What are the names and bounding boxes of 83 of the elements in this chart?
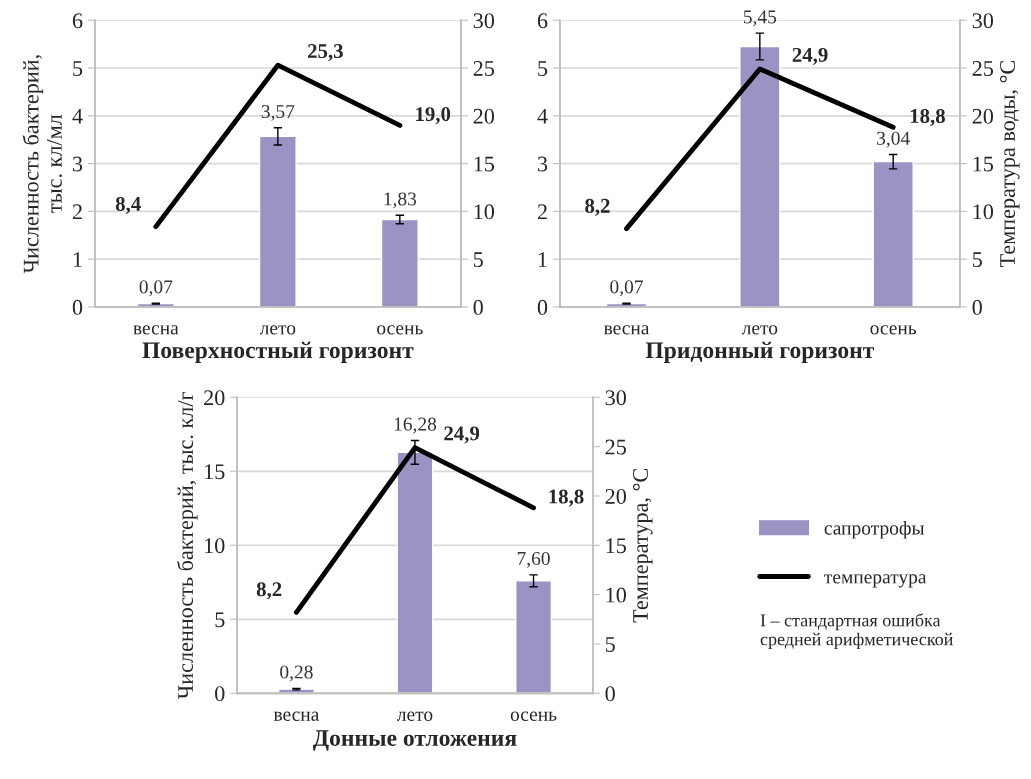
y2-tick-label: 15 xyxy=(606,538,626,554)
y-tick-label: 2 xyxy=(72,204,82,220)
y2-tick-label: 0 xyxy=(473,299,483,315)
y-tick-label: 3 xyxy=(73,156,83,172)
data-label: 3,57 xyxy=(261,105,295,121)
text: I – стандартная ошибка средней арифметической xyxy=(760,613,953,650)
y2-tick-label: 20 xyxy=(605,488,627,504)
bar xyxy=(872,160,914,307)
y-tick-label: 5 xyxy=(538,61,548,76)
data-label: 1,83 xyxy=(384,192,417,209)
y-tick-label: 0 xyxy=(537,299,548,315)
text: Донные отложения xyxy=(312,730,517,751)
y2-tick-label: 5 xyxy=(972,252,982,268)
bar xyxy=(258,135,297,307)
y-tick-label: 5 xyxy=(73,61,83,76)
y2-tick-label: 15 xyxy=(474,156,495,172)
y2-tick-label: 20 xyxy=(473,108,495,124)
data-label: 18,8 xyxy=(549,489,584,507)
text: Поверхностный горизонт xyxy=(142,341,414,364)
y2-tick-label: 10 xyxy=(474,204,495,220)
data-label: 8,2 xyxy=(585,198,610,216)
bar xyxy=(515,580,553,694)
y2-tick-label: 25 xyxy=(473,61,495,76)
data-label: 24,9 xyxy=(444,426,480,444)
data-label: 0,07 xyxy=(139,280,173,297)
y2-tick-label: 15 xyxy=(973,156,994,172)
legend-label: температура xyxy=(824,574,927,588)
y-tick-label: 0 xyxy=(215,686,225,702)
y2-tick-label: 0 xyxy=(605,686,615,702)
y2-tick-label: 20 xyxy=(972,108,994,124)
y2-tick-label: 5 xyxy=(473,252,483,268)
y-axis-title: Численность бактерий, тыс. кл/мл xyxy=(22,55,62,274)
x-tick-label: весна xyxy=(273,711,320,721)
x-tick-label: осень xyxy=(510,711,557,721)
y-axis-title: Численность бактерий, тыс. кл/г xyxy=(176,391,198,700)
bar xyxy=(380,218,419,307)
data-label: 0,28 xyxy=(280,665,313,682)
data-label: 24,9 xyxy=(792,47,828,65)
x-tick-label: лето xyxy=(397,711,433,721)
y-tick-label: 4 xyxy=(72,108,83,124)
data-label: 0,07 xyxy=(610,280,643,297)
y-tick-label: 5 xyxy=(215,612,225,628)
y-tick-label: 10 xyxy=(205,538,225,554)
y-tick-label: 1 xyxy=(538,252,547,267)
data-label: 25,3 xyxy=(308,44,343,62)
bar xyxy=(739,45,781,307)
text: Придонный горизонт xyxy=(645,341,875,364)
data-label: 8,4 xyxy=(115,196,141,214)
y2-tick-label: 30 xyxy=(473,13,495,29)
x-tick-label: весна xyxy=(603,325,650,335)
x-tick-label: весна xyxy=(133,325,179,335)
y-tick-label: 3 xyxy=(537,156,548,172)
legend-label: сапротрофы xyxy=(824,520,925,539)
y-tick-label: 15 xyxy=(205,464,225,480)
data-label: 3,04 xyxy=(877,131,910,148)
data-label: 8,2 xyxy=(256,582,282,600)
bar xyxy=(396,451,434,694)
data-label: 19,0 xyxy=(416,107,451,125)
y-tick-label: 6 xyxy=(537,13,548,29)
x-tick-label: лето xyxy=(259,325,296,335)
x-tick-label: осень xyxy=(870,325,917,335)
y2-axis-title: Температура, °С xyxy=(632,468,653,623)
data-label: 7,60 xyxy=(517,551,550,568)
data-label: 5,45 xyxy=(743,10,777,27)
y2-tick-label: 10 xyxy=(606,587,627,603)
y-tick-label: 4 xyxy=(537,108,548,124)
y-tick-label: 20 xyxy=(204,390,225,406)
y2-tick-label: 5 xyxy=(605,637,615,652)
x-tick-label: осень xyxy=(377,325,423,335)
y2-tick-label: 0 xyxy=(972,299,982,315)
y-tick-label: 6 xyxy=(72,13,83,29)
y2-tick-label: 25 xyxy=(605,439,626,455)
x-tick-label: лето xyxy=(741,325,778,335)
data-label: 16,28 xyxy=(394,417,437,434)
y2-tick-label: 10 xyxy=(973,204,994,220)
y-tick-label: 2 xyxy=(537,204,547,220)
y2-tick-label: 30 xyxy=(605,390,627,406)
y-tick-label: 1 xyxy=(73,252,82,267)
y2-tick-label: 30 xyxy=(972,13,994,29)
y-tick-label: 0 xyxy=(72,299,83,315)
y2-axis-title: Температура воды, °С xyxy=(1000,60,1020,268)
y2-tick-label: 25 xyxy=(972,61,994,76)
data-label: 18,8 xyxy=(910,108,945,127)
